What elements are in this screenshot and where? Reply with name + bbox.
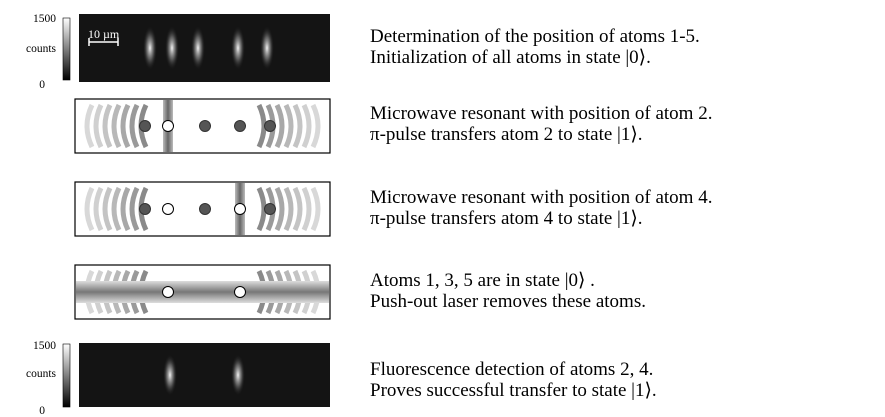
caption: Atoms 1, 3, 5 are in state |0⟩ . (370, 270, 595, 291)
fluorescence-spot (231, 355, 245, 396)
atom-state-0 (265, 121, 276, 132)
caption: π-pulse transfers atom 4 to state |1⟩. (370, 208, 643, 229)
caption: Microwave resonant with position of atom… (370, 187, 712, 208)
caption: Push-out laser removes these atoms. (370, 291, 646, 312)
atom-state-1 (163, 121, 174, 132)
fluorescence-spot (260, 26, 274, 70)
atom-state-0 (140, 204, 151, 215)
atom-state-1 (235, 204, 246, 215)
figure: 1500 counts 0 10 µm Determination of the… (0, 0, 885, 417)
pushout-beam (76, 281, 329, 303)
fluorescence-spot (191, 26, 205, 70)
fluorescence-spot (163, 355, 177, 396)
caption: Fluorescence detection of atoms 2, 4. (370, 359, 653, 380)
camera-row: 1500 counts 0 Fluorescence detection of … (26, 340, 657, 417)
colorbar-max: 1500 (33, 13, 56, 25)
fluorescence-spot (165, 26, 179, 70)
atom-state-0 (235, 121, 246, 132)
caption: Determination of the position of atoms 1… (370, 26, 700, 47)
atom-state-0 (140, 121, 151, 132)
caption: Microwave resonant with position of atom… (370, 103, 712, 124)
atom-state-0 (265, 204, 276, 215)
atom-state-0 (200, 121, 211, 132)
atom-state-0 (200, 204, 211, 215)
caption: Initialization of all atoms in state |0⟩… (370, 47, 651, 68)
colorbar (63, 344, 70, 407)
colorbar-label: counts (26, 368, 57, 380)
caption: π-pulse transfers atom 2 to state |1⟩. (370, 124, 643, 145)
diagram-row: Atoms 1, 3, 5 are in state |0⟩ . Push-ou… (75, 265, 646, 319)
colorbar-min: 0 (39, 405, 45, 417)
fluorescence-spot (143, 26, 157, 70)
camera-row: 1500 counts 0 10 µm Determination of the… (26, 13, 700, 91)
atom-state-1 (163, 287, 174, 298)
atom-state-1 (235, 287, 246, 298)
fluorescence-spot (231, 26, 245, 70)
colorbar-label: counts (26, 43, 57, 55)
scale-bar-label: 10 µm (88, 27, 120, 41)
camera-image (79, 343, 330, 407)
diagram-row: Microwave resonant with position of atom… (75, 182, 712, 236)
diagram-row: Microwave resonant with position of atom… (75, 99, 712, 153)
colorbar-min: 0 (39, 79, 45, 91)
colorbar-max: 1500 (33, 340, 56, 352)
atom-state-1 (163, 204, 174, 215)
caption: Proves successful transfer to state |1⟩. (370, 380, 657, 401)
colorbar (63, 18, 70, 80)
